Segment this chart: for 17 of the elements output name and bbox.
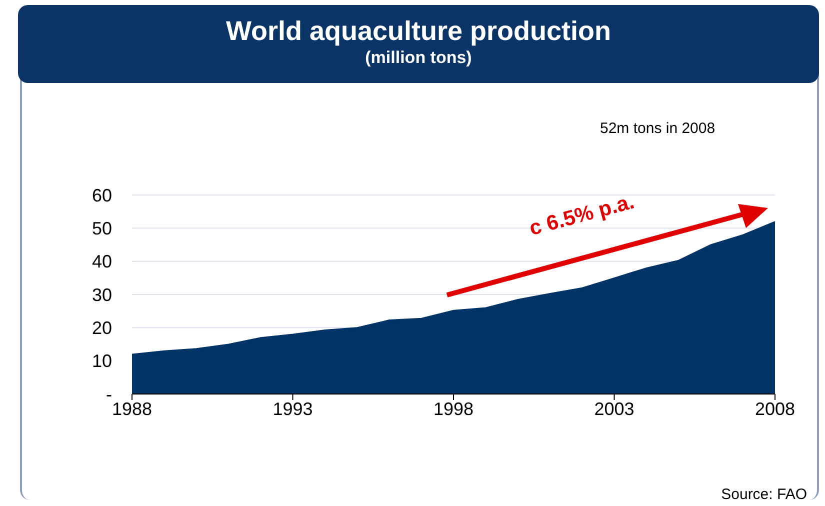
y-tick-label: 10 bbox=[92, 351, 112, 372]
source-note: Source: FAO bbox=[721, 486, 807, 503]
chart-subtitle: (million tons) bbox=[364, 48, 473, 68]
y-tick-label: 40 bbox=[92, 252, 112, 272]
y-tick-label: 30 bbox=[92, 284, 112, 305]
x-tick-label: 1998 bbox=[433, 398, 474, 419]
x-tick-label: 1988 bbox=[112, 398, 152, 419]
y-tick-label: - bbox=[106, 384, 112, 404]
text: 52m tons in 2008 bbox=[600, 120, 716, 137]
y-tick-label: 20 bbox=[92, 318, 112, 338]
x-tick-label: 2003 bbox=[594, 398, 634, 419]
annotation: c 6.5% p.a. bbox=[527, 190, 637, 242]
x-tick-label: 1993 bbox=[272, 398, 313, 419]
y-tick-label: 60 bbox=[92, 185, 112, 206]
y-tick-label: 50 bbox=[92, 218, 112, 239]
chart-title: World aquaculture production bbox=[224, 16, 612, 47]
x-tick-label: 2008 bbox=[754, 398, 796, 419]
